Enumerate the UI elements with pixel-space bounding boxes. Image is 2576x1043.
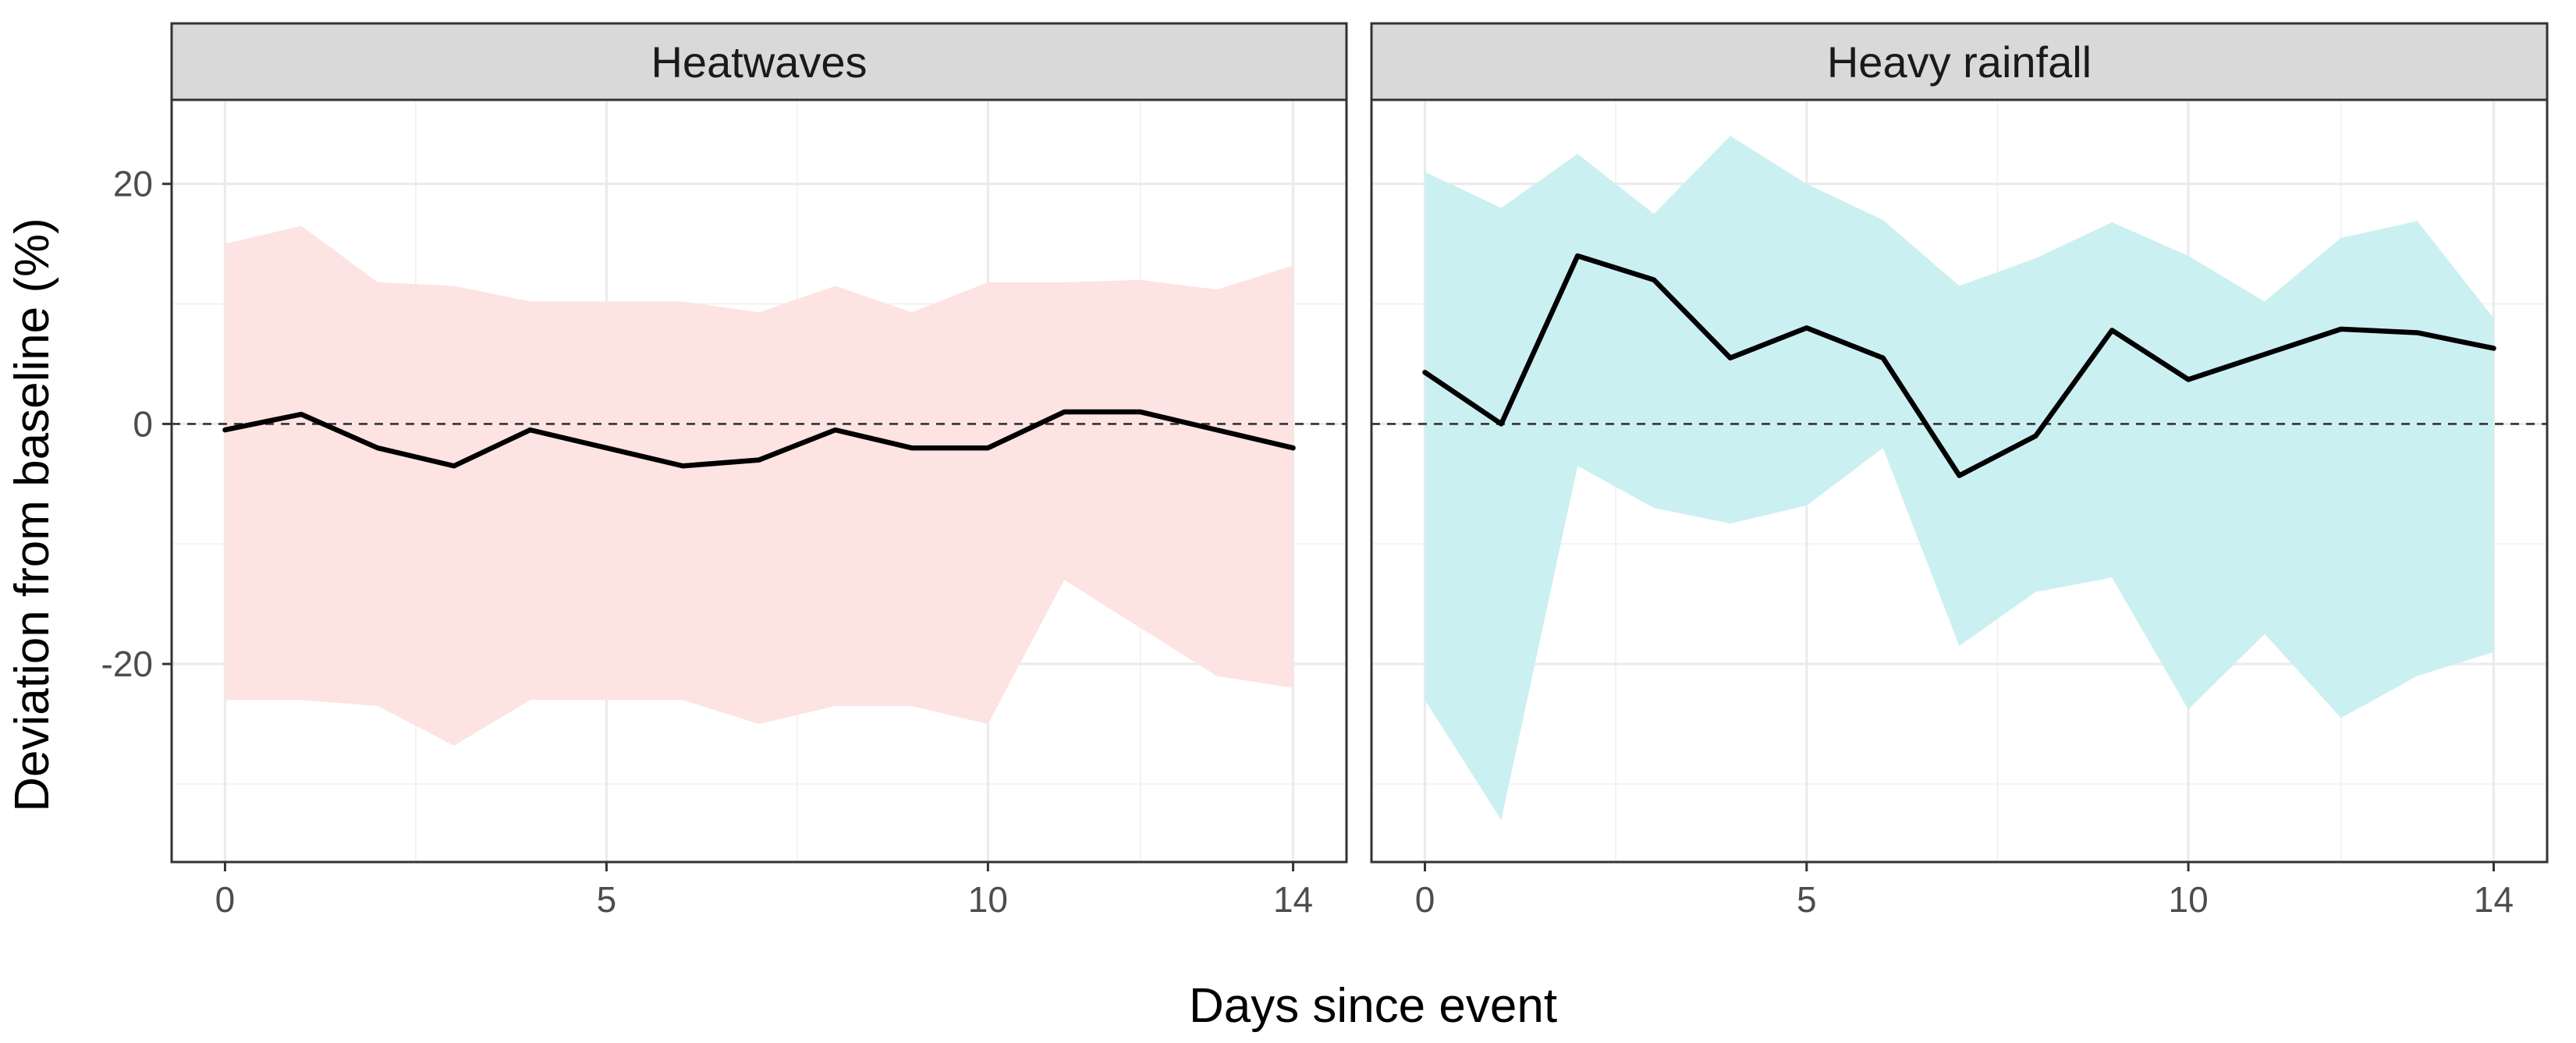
confidence-ribbon	[225, 225, 1293, 746]
panel-border	[170, 98, 1348, 864]
x-tick-label: 10	[968, 879, 1008, 920]
x-tick-label: 10	[2168, 879, 2208, 920]
panel-border	[1370, 98, 2549, 864]
panel-strip	[1370, 22, 2549, 101]
y-axis-title: Deviation from baseline (%)	[5, 218, 59, 812]
y-tick-label: 20	[113, 164, 153, 204]
x-tick-label: 14	[1273, 879, 1313, 920]
panel-heavy-rainfall: Heavy rainfall 0 5 10 14	[1370, 22, 2549, 920]
panel-title: Heatwaves	[651, 37, 867, 87]
x-axis-title: Days since event	[1189, 979, 1557, 1033]
x-tick-label: 5	[597, 879, 617, 920]
panel-strip	[170, 22, 1348, 101]
panel-title: Heavy rainfall	[1827, 37, 2092, 87]
x-tick-label: 0	[215, 879, 236, 920]
x-tick-label: 5	[1797, 879, 1817, 920]
x-tick-label: 14	[2474, 879, 2514, 920]
panels-layer: Heatwaves 0 5 10 14 -20 0 20 Heavy rainfall 0 5 10 1…	[101, 22, 2549, 920]
y-tick-label: 0	[133, 403, 153, 444]
panel-heatwaves: Heatwaves 0 5 10 14 -20 0 20	[101, 22, 1348, 920]
x-tick-label: 0	[1415, 879, 1435, 920]
y-tick-label: -20	[101, 644, 153, 684]
